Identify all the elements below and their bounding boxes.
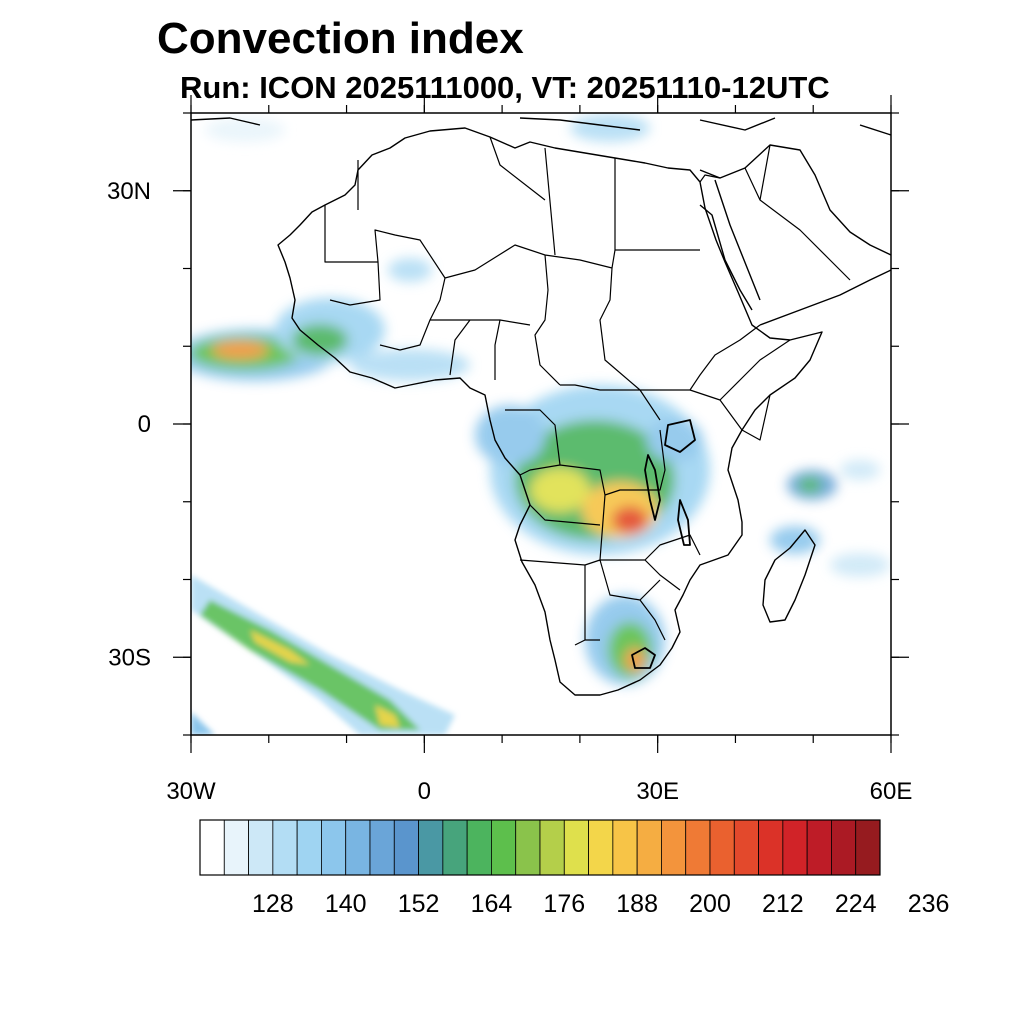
- madagascar-coastline: [762, 529, 816, 623]
- convection-band: [250, 630, 310, 665]
- colorbar-swatch: [806, 819, 832, 876]
- colorbar-swatch: [272, 819, 298, 876]
- convection-blob: [570, 114, 650, 142]
- convection-blob: [205, 118, 285, 142]
- convection-blob: [798, 477, 822, 493]
- convection-blob: [612, 506, 648, 534]
- colorbar-label: 224: [835, 890, 877, 918]
- arabia-coastline: [699, 144, 891, 326]
- convection-blob: [530, 468, 590, 512]
- convection-blob: [625, 648, 645, 672]
- colorbar-swatch: [345, 819, 371, 876]
- africa-coastline: [277, 127, 823, 696]
- red-sea: [699, 179, 761, 311]
- colorbar-swatch: [466, 819, 492, 876]
- colorbar-swatch: [296, 819, 322, 876]
- convection-band: [191, 575, 455, 735]
- colorbar-label: 212: [762, 890, 804, 918]
- colorbar-swatch: [248, 819, 274, 876]
- convection-blob: [388, 258, 432, 282]
- axis-ticks: [173, 95, 909, 753]
- convection-blob: [647, 418, 703, 462]
- colorbar-swatch: [491, 819, 517, 876]
- convection-blob: [212, 341, 268, 359]
- colorbar-swatch: [685, 819, 711, 876]
- colorbar-swatch: [199, 819, 225, 876]
- colorbar-label: 176: [543, 890, 585, 918]
- lake-tanganyika: [644, 454, 661, 521]
- colorbar-swatch: [393, 819, 419, 876]
- lon-tick-label: 30W: [166, 778, 216, 805]
- colorbar-label: 164: [471, 890, 513, 918]
- lon-tick-label: 30E: [636, 778, 679, 805]
- convection-blob: [840, 460, 880, 480]
- colorbar-swatch: [831, 819, 857, 876]
- colorbar-swatch: [782, 819, 808, 876]
- colorbar-swatch: [709, 819, 735, 876]
- lake-victoria: [664, 419, 696, 453]
- colorbar-swatch: [539, 819, 565, 876]
- colorbar-swatch: [612, 819, 638, 876]
- convection-field: [191, 114, 890, 735]
- map-title: Convection index: [157, 14, 524, 63]
- map-subtitle: Run: ICON 2025111000, VT: 20251110-12UTC: [180, 70, 830, 105]
- colorbar-label: 200: [689, 890, 731, 918]
- convection-band: [191, 712, 215, 735]
- colorbar-label: 152: [398, 890, 440, 918]
- convection-blob: [292, 324, 348, 356]
- colorbar-swatch: [758, 819, 784, 876]
- convection-blob: [350, 349, 470, 381]
- colorbar-swatch: [515, 819, 541, 876]
- convection-band: [375, 705, 400, 728]
- colorbar-swatch: [442, 819, 468, 876]
- lon-tick-label: 0: [418, 778, 431, 805]
- colorbar-swatch: [636, 819, 662, 876]
- europe-coastline: [191, 117, 891, 136]
- colorbar-swatch: [733, 819, 759, 876]
- colorbar-swatch: [855, 819, 881, 876]
- country-borders: [324, 136, 851, 646]
- lat-tick-label: 30S: [108, 644, 151, 671]
- colorbar-label: 140: [325, 890, 367, 918]
- colorbar-swatch: [661, 819, 687, 876]
- lat-tick-label: 30N: [107, 178, 151, 205]
- colorbar-swatch: [369, 819, 395, 876]
- colorbar-label: 128: [252, 890, 294, 918]
- colorbar-label: 188: [616, 890, 658, 918]
- convection-blob: [475, 405, 545, 465]
- colorbar-labels: 128 140 152 164 176 188 200 212 224 236: [252, 890, 949, 918]
- colorbar-swatch: [588, 819, 614, 876]
- convection-blob: [830, 553, 890, 577]
- colorbar-border: [199, 819, 881, 876]
- colorbar-swatch: [223, 819, 249, 876]
- lon-tick-label: 60E: [870, 778, 913, 805]
- colorbar-swatch: [321, 819, 347, 876]
- colorbar: [199, 819, 881, 876]
- lake-malawi: [677, 499, 691, 546]
- axis-tick-labels: 30W 0 30E 60E 30N 0 30S: [107, 178, 912, 805]
- lat-tick-label: 0: [138, 411, 151, 438]
- colorbar-swatch: [563, 819, 589, 876]
- colorbar-label: 236: [908, 890, 950, 918]
- lesotho-border: [631, 647, 656, 669]
- colorbar-swatch: [418, 819, 444, 876]
- coastlines-borders: [191, 117, 891, 696]
